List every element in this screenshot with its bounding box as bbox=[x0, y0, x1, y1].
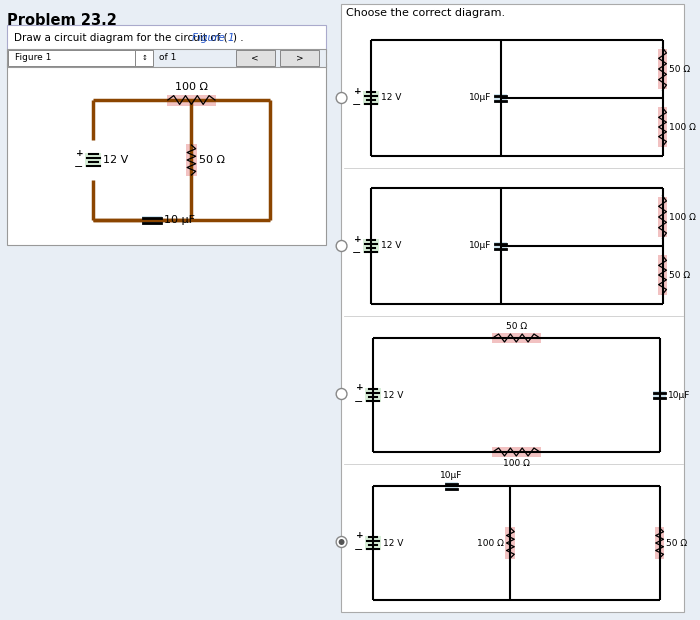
Bar bbox=[363, 239, 379, 253]
Text: 12 V: 12 V bbox=[383, 391, 403, 399]
Bar bbox=[657, 107, 667, 148]
Circle shape bbox=[336, 536, 347, 547]
Text: +: + bbox=[356, 384, 363, 392]
Text: +: + bbox=[76, 149, 83, 157]
Text: −: − bbox=[352, 100, 361, 110]
Text: 50 Ω: 50 Ω bbox=[505, 322, 527, 331]
Text: 12 V: 12 V bbox=[103, 155, 128, 165]
Text: 12 V: 12 V bbox=[383, 539, 403, 547]
Circle shape bbox=[336, 92, 347, 104]
Text: 100 Ω: 100 Ω bbox=[477, 539, 503, 547]
Text: 50 Ω: 50 Ω bbox=[199, 155, 225, 165]
Bar bbox=[341, 4, 684, 612]
Text: −: − bbox=[352, 248, 361, 258]
Text: Figure 1: Figure 1 bbox=[193, 33, 235, 43]
Text: 50 Ω: 50 Ω bbox=[666, 539, 687, 547]
Bar bbox=[0, 0, 339, 620]
Bar bbox=[654, 527, 664, 559]
Bar bbox=[7, 63, 326, 245]
Text: Draw a circuit diagram for the circuit of (: Draw a circuit diagram for the circuit o… bbox=[14, 33, 228, 43]
Text: <: < bbox=[251, 53, 259, 63]
Bar bbox=[657, 49, 667, 89]
Text: 100 Ω: 100 Ω bbox=[669, 123, 696, 131]
Text: 10μF: 10μF bbox=[668, 391, 691, 399]
Text: 10μF: 10μF bbox=[470, 242, 491, 250]
Bar bbox=[7, 49, 326, 67]
Bar bbox=[652, 391, 666, 399]
Text: 12 V: 12 V bbox=[381, 242, 401, 250]
Text: ) .: ) . bbox=[232, 33, 243, 43]
Bar bbox=[363, 91, 379, 105]
Text: 100 Ω: 100 Ω bbox=[503, 459, 530, 468]
Circle shape bbox=[336, 389, 347, 399]
Bar bbox=[280, 50, 319, 66]
Text: Problem 23.2: Problem 23.2 bbox=[7, 13, 117, 28]
Bar bbox=[494, 94, 508, 102]
Bar bbox=[365, 388, 381, 402]
Bar bbox=[7, 25, 326, 53]
Bar bbox=[491, 447, 541, 457]
Text: 10μF: 10μF bbox=[470, 94, 491, 102]
Bar bbox=[491, 333, 541, 343]
Text: 50 Ω: 50 Ω bbox=[669, 64, 690, 74]
Bar bbox=[186, 144, 197, 176]
Bar bbox=[167, 94, 216, 105]
Text: of 1: of 1 bbox=[159, 53, 176, 63]
Text: −: − bbox=[354, 397, 363, 407]
Text: +: + bbox=[354, 234, 361, 244]
Text: 12 V: 12 V bbox=[381, 94, 401, 102]
Bar bbox=[365, 536, 381, 550]
Bar bbox=[505, 527, 515, 559]
Text: −: − bbox=[354, 545, 363, 555]
Text: >: > bbox=[295, 53, 303, 63]
Text: Choose the correct diagram.: Choose the correct diagram. bbox=[346, 8, 505, 18]
Bar bbox=[657, 197, 667, 237]
Text: ↕: ↕ bbox=[141, 55, 147, 61]
Bar bbox=[142, 216, 162, 224]
Text: 100 Ω: 100 Ω bbox=[669, 213, 696, 221]
Text: Figure 1: Figure 1 bbox=[15, 53, 51, 63]
Bar bbox=[236, 50, 275, 66]
Bar bbox=[657, 255, 667, 295]
Text: 100 Ω: 100 Ω bbox=[175, 82, 208, 92]
Text: −: − bbox=[74, 162, 83, 172]
Text: +: + bbox=[354, 87, 361, 95]
Text: 10μF: 10μF bbox=[440, 471, 463, 479]
Text: +: + bbox=[356, 531, 363, 541]
Bar bbox=[494, 242, 508, 250]
Bar bbox=[136, 50, 153, 66]
Bar bbox=[8, 50, 136, 66]
Bar bbox=[444, 482, 458, 490]
Bar bbox=[85, 153, 101, 167]
Text: 50 Ω: 50 Ω bbox=[669, 270, 690, 280]
Circle shape bbox=[339, 539, 344, 545]
Circle shape bbox=[336, 241, 347, 252]
Text: 10 μF: 10 μF bbox=[164, 215, 195, 225]
